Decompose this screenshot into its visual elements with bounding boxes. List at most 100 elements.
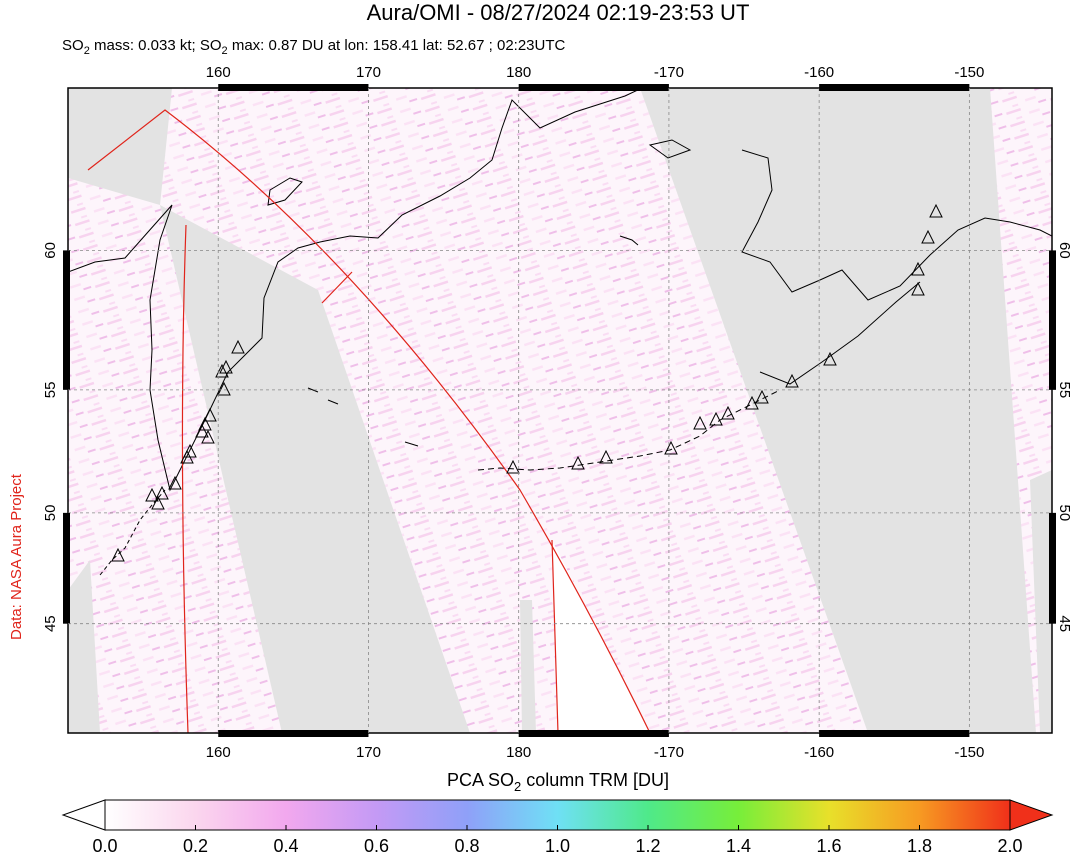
volcano-marker <box>785 373 799 388</box>
volcano-marker <box>911 261 925 276</box>
colorbar-tick-label: 0.2 <box>183 836 208 855</box>
title: Aura/OMI - 08/27/2024 02:19-23:53 UT <box>367 0 750 25</box>
colorbar-tick-label: 0.0 <box>92 836 117 855</box>
orbit-edge <box>181 224 189 733</box>
orbit-edges <box>87 109 651 733</box>
volcano-marker <box>111 547 125 562</box>
lon-tick-label-top: 170 <box>356 64 381 81</box>
volcano-marker <box>571 455 585 470</box>
volcano-marker <box>217 381 231 396</box>
coastline <box>759 281 921 385</box>
gap-region <box>1030 470 1052 733</box>
subtitle-part: mass: 0.033 kt; SO <box>90 37 222 54</box>
lon-tick-label-bottom: -150 <box>954 744 984 761</box>
volcano-marker <box>195 423 209 438</box>
coastline <box>741 149 1052 301</box>
subtitle-part: max: 0.87 DU at lon: 158.41 lat: 52.67 ;… <box>228 37 566 54</box>
volcano-marker <box>180 449 194 464</box>
volcano-marker <box>709 411 723 426</box>
orbit-edge <box>551 539 559 733</box>
lat-tick-label-right: 45 <box>1056 615 1072 632</box>
volcano-marker <box>693 415 707 430</box>
volcano-marker <box>599 449 613 464</box>
frame-bar <box>518 84 669 91</box>
coastline <box>267 177 303 206</box>
lon-tick-label-bottom: -160 <box>804 744 834 761</box>
volcano-marker <box>231 339 245 354</box>
colorbar-tick-label: 1.8 <box>907 836 932 855</box>
colorbar-tick-label: 1.6 <box>816 836 841 855</box>
colorbar-over <box>1009 799 1054 831</box>
gap-region <box>68 88 172 205</box>
volcano-markers <box>111 203 943 562</box>
volcano-marker <box>755 389 769 404</box>
colorbar-label-part: PCA SO <box>447 770 514 790</box>
colorbar-label: PCA SO2 column TRM [DU] <box>447 770 669 794</box>
volcano-marker <box>215 363 229 378</box>
colorbar-tick-label: 0.4 <box>273 836 298 855</box>
frame-bar <box>63 250 70 390</box>
volcano-marker <box>168 475 182 490</box>
volcano-marker <box>921 229 935 244</box>
colorbar-tick-label: 1.2 <box>635 836 660 855</box>
lon-tick-label-bottom: 180 <box>506 744 531 761</box>
coastline <box>68 88 643 492</box>
volcano-marker <box>745 395 759 410</box>
coastline <box>619 235 639 246</box>
lon-tick-label-top: -160 <box>804 64 834 81</box>
lat-tick-label-left: 50 <box>42 505 59 522</box>
gap-region <box>160 205 470 733</box>
frame-bar <box>218 730 369 737</box>
lon-tick-label-bottom: 160 <box>206 744 231 761</box>
volcano-marker <box>911 281 925 296</box>
volcano-marker <box>823 351 837 366</box>
lon-tick-label-top: -170 <box>654 64 684 81</box>
lat-tick-label-left: 45 <box>42 615 59 632</box>
coastline <box>307 387 419 447</box>
lon-tick-label-bottom: -170 <box>654 744 684 761</box>
coastline <box>477 389 781 471</box>
lon-tick-label-top: 160 <box>206 64 231 81</box>
gap-region <box>520 600 536 733</box>
colorbar-tick-label: 1.4 <box>726 836 751 855</box>
frame-bar <box>819 84 970 91</box>
frame-bar <box>819 730 970 737</box>
colorbar: 0.0 0.2 0.4 0.6 0.8 1.0 1.2 1.4 1.6 1.8 2.0 <box>61 799 1054 856</box>
volcano-marker <box>198 416 212 431</box>
orbit-edge <box>87 109 651 733</box>
lon-tick-label-bottom: 170 <box>356 744 381 761</box>
volcano-marker <box>203 407 217 422</box>
volcano-marker <box>151 495 165 510</box>
volcano-marker <box>201 429 215 444</box>
colorbar-tick-label: 0.6 <box>364 836 389 855</box>
credit: Data: NASA Aura Project <box>8 473 25 640</box>
colorbar-label-part: column TRM [DU] <box>521 770 669 790</box>
colorbar-label-sub: 2 <box>514 779 521 794</box>
subtitle-sub: 2 <box>84 45 90 57</box>
colorbar-tick-label: 0.8 <box>454 836 479 855</box>
frame-bar <box>1049 512 1056 624</box>
subtitle: SO2 mass: 0.033 kt; SO2 max: 0.87 DU at … <box>62 37 566 57</box>
lat-tick-label-right: 55 <box>1056 382 1072 399</box>
frame-bar <box>218 84 369 91</box>
frame-bar <box>518 730 669 737</box>
colorbar-tick-label: 2.0 <box>997 836 1022 855</box>
frame-bar <box>1049 250 1056 390</box>
volcano-marker <box>664 440 678 455</box>
volcano-marker <box>929 203 943 218</box>
coastline <box>99 489 166 576</box>
volcano-marker <box>506 459 520 474</box>
volcano-marker <box>145 487 159 502</box>
orbit-edge <box>321 271 353 304</box>
lat-tick-label-left: 60 <box>42 242 59 259</box>
subtitle-part: SO <box>62 37 84 54</box>
lon-tick-label-top: 180 <box>506 64 531 81</box>
volcano-marker <box>155 485 169 500</box>
lat-tick-label-right: 50 <box>1056 505 1072 522</box>
axes: 160 160 170 170 180 180 -170 -170 -160 -160 -150 -1… <box>42 64 1072 761</box>
volcano-marker <box>721 405 735 420</box>
colorbar-under <box>61 799 106 831</box>
lat-tick-label-right: 60 <box>1056 242 1072 259</box>
